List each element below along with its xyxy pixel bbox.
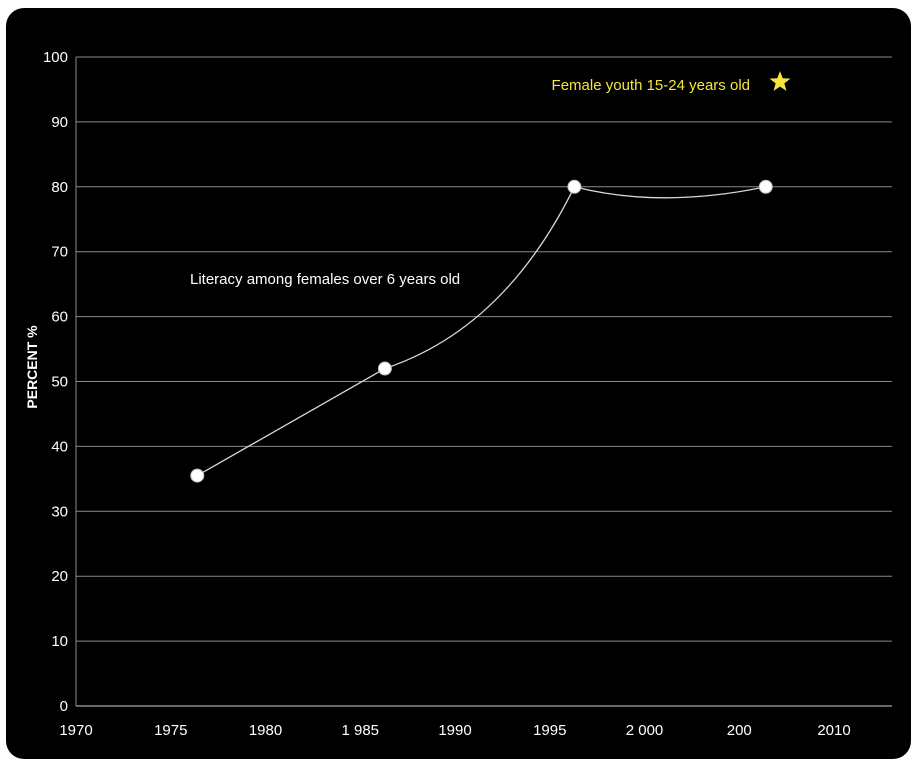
x-tick-label: 2 000 bbox=[626, 722, 664, 739]
y-tick-label: 100 bbox=[43, 49, 68, 66]
x-tick-label: 1995 bbox=[533, 722, 566, 739]
x-tick-label: 1 985 bbox=[341, 722, 379, 739]
series-line bbox=[196, 186, 766, 477]
grid-lines bbox=[75, 56, 892, 707]
y-tick-label: 50 bbox=[51, 374, 68, 391]
y-tick-label: 0 bbox=[60, 698, 68, 715]
y-axis-ticks: 0 10 20 30 40 50 60 70 80 90 100 bbox=[43, 49, 68, 715]
data-point bbox=[567, 179, 582, 194]
y-axis-label: PERCENT % bbox=[24, 325, 40, 409]
star-icon bbox=[769, 71, 791, 91]
y-tick-label: 80 bbox=[51, 179, 68, 196]
data-point bbox=[758, 179, 773, 194]
y-tick-label: 70 bbox=[51, 244, 68, 261]
series-annotation: Literacy among females over 6 years old bbox=[190, 271, 460, 288]
data-point bbox=[190, 468, 205, 483]
y-tick-label: 90 bbox=[51, 114, 68, 131]
literacy-chart: 0 10 20 30 40 50 60 70 80 90 100 1970 1975 1980 1 985… bbox=[24, 49, 892, 739]
x-tick-label: 1975 bbox=[154, 722, 187, 739]
y-tick-label: 10 bbox=[51, 633, 68, 650]
y-tick-label: 40 bbox=[51, 438, 68, 455]
data-point bbox=[377, 361, 392, 376]
legend: Female youth 15-24 years old bbox=[552, 71, 791, 94]
x-tick-label: 2010 bbox=[817, 722, 850, 739]
x-axis-ticks: 1970 1975 1980 1 985 1990 1995 2 000 200 2010 bbox=[59, 722, 850, 739]
y-tick-label: 20 bbox=[51, 568, 68, 585]
legend-label: Female youth 15-24 years old bbox=[552, 77, 750, 94]
x-tick-label: 1980 bbox=[249, 722, 282, 739]
y-tick-label: 60 bbox=[51, 309, 68, 326]
x-tick-label: 1970 bbox=[59, 722, 92, 739]
y-tick-label: 30 bbox=[51, 503, 68, 520]
x-tick-label: 200 bbox=[727, 722, 752, 739]
chart-panel: 0 10 20 30 40 50 60 70 80 90 100 1970 1975 1980 1 985… bbox=[6, 8, 911, 759]
x-tick-label: 1990 bbox=[438, 722, 471, 739]
data-points bbox=[190, 179, 773, 483]
